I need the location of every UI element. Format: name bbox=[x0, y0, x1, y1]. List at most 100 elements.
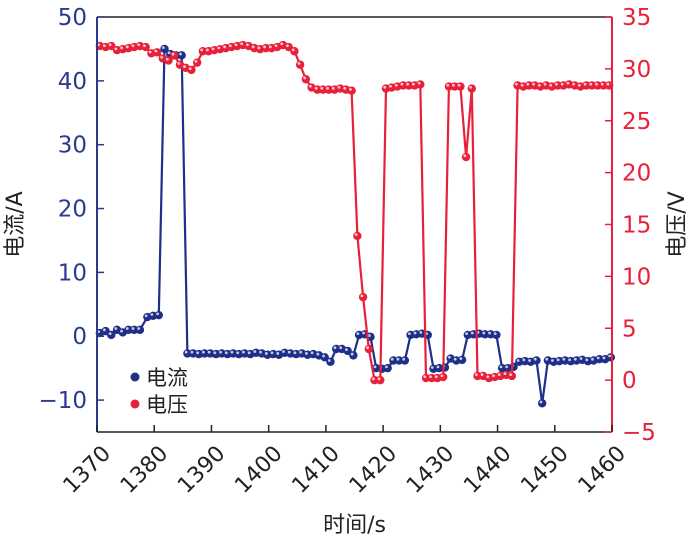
data-point-highlight bbox=[276, 352, 280, 355]
data-point-highlight bbox=[566, 81, 570, 85]
data-point-highlight bbox=[143, 44, 146, 48]
legend-marker-voltage bbox=[130, 399, 140, 409]
left-tick-label: 20 bbox=[58, 197, 87, 223]
data-point-highlight bbox=[345, 348, 348, 352]
data-point-highlight bbox=[480, 373, 484, 377]
series-current-line bbox=[99, 47, 612, 405]
left-tick-label: 40 bbox=[58, 69, 87, 95]
right-tick-label: −5 bbox=[622, 420, 656, 446]
data-point-highlight bbox=[308, 84, 312, 88]
data-point-highlight bbox=[223, 45, 226, 49]
x-tick-label: 1420 bbox=[345, 441, 402, 498]
data-point-highlight bbox=[407, 332, 411, 336]
data-point-highlight bbox=[102, 44, 106, 48]
data-point-highlight bbox=[562, 357, 566, 361]
data-point-voltage bbox=[290, 47, 299, 56]
data-point-highlight bbox=[287, 350, 291, 354]
data-point-voltage bbox=[456, 82, 465, 91]
series-voltage-line bbox=[99, 43, 610, 382]
data-point-highlight bbox=[247, 351, 251, 355]
data-point-highlight bbox=[606, 82, 610, 86]
data-point-current bbox=[606, 353, 616, 362]
data-point-current bbox=[349, 351, 358, 360]
data-point-highlight bbox=[161, 46, 165, 50]
data-point-highlight bbox=[350, 352, 354, 356]
data-point-highlight bbox=[201, 350, 205, 354]
data-point-highlight bbox=[183, 65, 186, 68]
data-point-highlight bbox=[522, 358, 526, 362]
data-point-highlight bbox=[303, 76, 307, 80]
x-tick-label: 1400 bbox=[230, 441, 287, 498]
data-point-highlight bbox=[583, 82, 587, 86]
data-point-highlight bbox=[396, 357, 400, 361]
data-point-highlight bbox=[246, 43, 249, 47]
data-point-highlight bbox=[367, 334, 371, 337]
data-point-highlight bbox=[217, 46, 221, 50]
data-point-highlight bbox=[160, 55, 164, 59]
right-tick-label: 30 bbox=[622, 57, 651, 83]
x-axis-title: 时间/s bbox=[323, 513, 386, 538]
data-point-highlight bbox=[486, 375, 490, 379]
data-point-highlight bbox=[125, 327, 129, 330]
data-point-highlight bbox=[568, 358, 571, 362]
data-point-highlight bbox=[577, 83, 581, 87]
data-point-highlight bbox=[179, 52, 182, 56]
data-point-highlight bbox=[430, 366, 434, 369]
left-tick-label: 50 bbox=[58, 5, 87, 31]
data-point-highlight bbox=[137, 43, 141, 47]
left-tick-label: −10 bbox=[38, 388, 87, 414]
right-tick-label: 10 bbox=[622, 264, 651, 290]
data-point-highlight bbox=[354, 233, 358, 237]
data-point-highlight bbox=[234, 43, 238, 47]
data-point-highlight bbox=[469, 85, 473, 89]
data-point-highlight bbox=[219, 350, 222, 354]
left-tick-label: 0 bbox=[72, 324, 87, 350]
data-point-highlight bbox=[452, 83, 455, 87]
data-point-highlight bbox=[366, 346, 370, 350]
data-point-highlight bbox=[383, 85, 387, 89]
data-point-highlight bbox=[331, 86, 335, 90]
data-point-highlight bbox=[144, 314, 148, 318]
data-point-highlight bbox=[528, 359, 531, 362]
data-point-highlight bbox=[551, 359, 554, 362]
legend-label-voltage: 电压 bbox=[146, 393, 188, 417]
data-point-highlight bbox=[463, 154, 467, 158]
data-point-highlight bbox=[589, 82, 593, 86]
data-point-voltage bbox=[438, 372, 448, 382]
data-point-highlight bbox=[293, 351, 297, 355]
data-point-highlight bbox=[282, 350, 285, 353]
data-point-highlight bbox=[560, 82, 564, 86]
data-point-highlight bbox=[453, 357, 457, 361]
legend-marker-current bbox=[130, 372, 140, 382]
data-point-highlight bbox=[526, 82, 530, 86]
data-point-highlight bbox=[543, 82, 547, 86]
data-point-highlight bbox=[304, 352, 308, 355]
data-point-highlight bbox=[419, 330, 423, 334]
data-point-highlight bbox=[165, 57, 169, 61]
data-point-highlight bbox=[488, 331, 491, 335]
data-point-highlight bbox=[429, 375, 432, 379]
data-point-highlight bbox=[434, 375, 438, 379]
data-point-highlight bbox=[108, 332, 112, 336]
data-point-highlight bbox=[207, 350, 211, 354]
right-tick-label: 35 bbox=[622, 5, 651, 31]
data-point-voltage bbox=[353, 231, 362, 241]
data-point-highlight bbox=[459, 357, 463, 360]
data-point-highlight bbox=[314, 86, 318, 90]
data-point-current bbox=[457, 355, 467, 365]
data-point-highlight bbox=[242, 350, 245, 354]
data-point-highlight bbox=[299, 350, 303, 354]
data-point-highlight bbox=[171, 52, 175, 56]
data-point-highlight bbox=[184, 350, 188, 354]
data-point-highlight bbox=[406, 82, 410, 86]
x-tick-label: 1450 bbox=[516, 441, 573, 498]
data-point-highlight bbox=[608, 354, 612, 358]
data-point-highlight bbox=[120, 329, 123, 333]
data-point-highlight bbox=[148, 50, 152, 54]
data-point-voltage bbox=[467, 84, 477, 93]
right-tick-label: 0 bbox=[622, 368, 637, 394]
data-point-highlight bbox=[400, 82, 404, 86]
x-tick-label: 1440 bbox=[459, 441, 516, 498]
x-tick-label: 1430 bbox=[402, 441, 459, 498]
data-point-voltage bbox=[364, 344, 374, 354]
